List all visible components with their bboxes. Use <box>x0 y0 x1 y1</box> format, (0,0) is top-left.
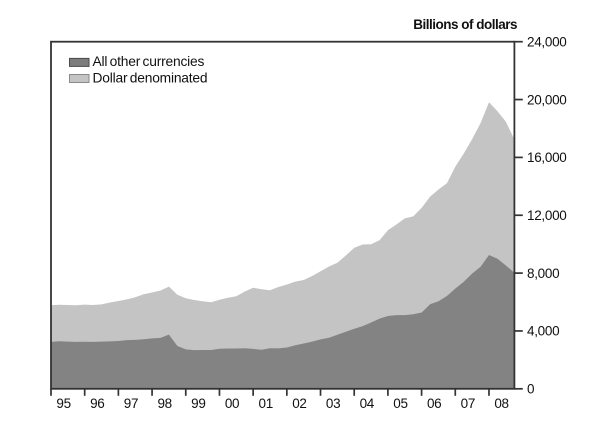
svg-text:08: 08 <box>494 396 508 411</box>
svg-text:12,000: 12,000 <box>527 208 567 223</box>
svg-text:98: 98 <box>157 396 171 411</box>
svg-text:0: 0 <box>527 382 534 397</box>
svg-text:4,000: 4,000 <box>527 324 559 339</box>
svg-text:04: 04 <box>360 396 375 411</box>
svg-text:96: 96 <box>90 396 104 411</box>
svg-text:01: 01 <box>259 396 273 411</box>
svg-text:05: 05 <box>393 396 407 411</box>
svg-text:99: 99 <box>191 396 205 411</box>
svg-text:Dollar denominated: Dollar denominated <box>93 71 208 86</box>
svg-text:00: 00 <box>225 396 239 411</box>
svg-text:8,000: 8,000 <box>527 266 559 281</box>
svg-text:06: 06 <box>427 396 441 411</box>
svg-text:07: 07 <box>461 396 475 411</box>
svg-text:24,000: 24,000 <box>527 34 567 49</box>
svg-text:95: 95 <box>56 396 70 411</box>
svg-text:20,000: 20,000 <box>527 92 567 107</box>
svg-text:Billions of dollars: Billions of dollars <box>413 17 517 32</box>
svg-text:All other currencies: All other currencies <box>93 54 205 69</box>
svg-text:16,000: 16,000 <box>527 150 567 165</box>
svg-text:02: 02 <box>292 396 306 411</box>
svg-text:97: 97 <box>124 396 138 411</box>
svg-text:03: 03 <box>326 396 340 411</box>
